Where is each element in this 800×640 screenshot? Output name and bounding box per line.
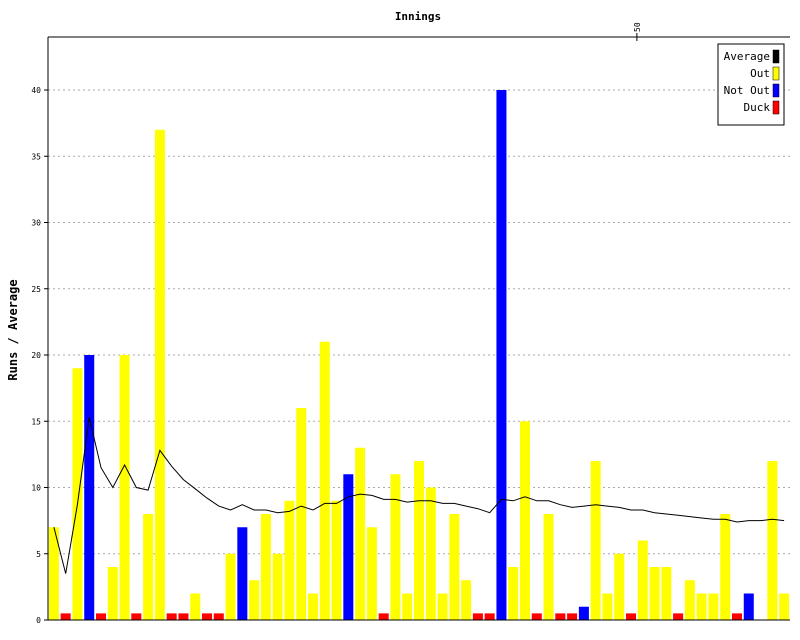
- y-tick-label: 5: [36, 550, 41, 559]
- y-tick-label: 20: [31, 351, 41, 360]
- bar-innings-18: [249, 580, 260, 620]
- x-ticks: 50: [633, 22, 642, 41]
- bar-innings-37: [472, 613, 483, 620]
- bar-innings-20: [272, 553, 283, 620]
- bar-innings-15: [213, 613, 224, 620]
- bar-innings-42: [531, 613, 542, 620]
- x-tick-label: 50: [633, 22, 642, 32]
- bar-innings-30: [390, 474, 401, 620]
- y-tick-label: 0: [36, 616, 41, 625]
- bar-innings-32: [413, 461, 425, 620]
- bar-innings-49: [614, 553, 625, 620]
- bar-innings-53: [661, 567, 672, 620]
- bar-innings-63: [779, 593, 790, 620]
- bar-innings-1: [48, 527, 59, 620]
- legend-label: Out: [750, 67, 770, 80]
- bar-innings-24: [319, 341, 330, 620]
- bar-innings-40: [508, 567, 519, 620]
- bar-innings-46: [578, 606, 589, 620]
- bar-innings-50: [625, 613, 637, 620]
- bar-innings-6: [107, 567, 118, 620]
- bar-innings-34: [437, 593, 448, 620]
- bar-innings-60: [743, 593, 754, 620]
- bar-innings-33: [425, 487, 436, 620]
- bar-innings-45: [567, 613, 578, 620]
- bar-innings-13: [190, 593, 201, 620]
- y-tick-label: 10: [31, 484, 41, 493]
- bar-innings-9: [143, 514, 154, 620]
- bar-innings-12: [178, 613, 189, 620]
- bar-innings-2: [60, 613, 71, 620]
- legend-swatch: [772, 49, 780, 64]
- bar-innings-36: [461, 580, 472, 620]
- bar-innings-19: [260, 514, 271, 620]
- bar-innings-22: [296, 408, 307, 620]
- bar-innings-5: [95, 613, 107, 620]
- bar-innings-62: [767, 461, 778, 620]
- bar-innings-23: [307, 593, 319, 620]
- legend-label: Average: [724, 50, 770, 63]
- y-tick-label: 30: [31, 219, 41, 228]
- bar-innings-54: [673, 613, 684, 620]
- bar-innings-8: [131, 613, 142, 620]
- bar-innings-27: [355, 447, 366, 620]
- axes: 0 5 10 15 20 25 30 35 40: [31, 36, 790, 625]
- bar-innings-29: [378, 613, 389, 620]
- legend-swatch: [772, 100, 780, 115]
- bar-innings-52: [649, 567, 660, 620]
- y-tick-label: 35: [31, 152, 41, 161]
- y-axis-label: Runs / Average: [6, 279, 20, 380]
- chart-title: Innings: [395, 10, 441, 23]
- legend-swatch: [772, 66, 780, 81]
- legend-label: Not Out: [724, 84, 770, 97]
- bar-innings-38: [484, 613, 495, 620]
- y-tick-label: 15: [31, 417, 41, 426]
- bar-innings-35: [449, 514, 460, 620]
- bar-innings-59: [731, 613, 743, 620]
- legend: Average Out Not Out Duck: [717, 43, 785, 126]
- bar-innings-17: [237, 527, 248, 620]
- bar-innings-48: [602, 593, 613, 620]
- bar-innings-26: [343, 474, 354, 620]
- bar-innings-57: [708, 593, 719, 620]
- bar-innings-3: [72, 368, 83, 620]
- bar-innings-31: [402, 593, 413, 620]
- average-line-group: [53, 417, 785, 574]
- legend-label: Duck: [744, 101, 771, 114]
- bar-innings-21: [284, 500, 295, 620]
- bar-innings-51: [637, 540, 648, 620]
- bar-innings-4: [84, 355, 95, 620]
- bar-innings-44: [555, 613, 566, 620]
- bar-innings-39: [496, 90, 507, 620]
- bars: [48, 90, 790, 620]
- bar-innings-47: [590, 461, 601, 620]
- bar-innings-16: [225, 553, 236, 620]
- bar-innings-55: [684, 580, 695, 620]
- bar-innings-43: [543, 514, 554, 620]
- bar-innings-58: [720, 514, 731, 620]
- bar-innings-14: [201, 613, 213, 620]
- bar-innings-11: [166, 613, 177, 620]
- y-tick-label: 25: [31, 285, 41, 294]
- bar-innings-25: [331, 500, 342, 620]
- bar-innings-41: [519, 421, 531, 620]
- bar-innings-10: [154, 129, 165, 620]
- bar-innings-56: [696, 593, 707, 620]
- legend-swatch: [772, 83, 780, 98]
- bar-innings-28: [366, 527, 377, 620]
- average-line: [53, 417, 785, 574]
- y-tick-label: 40: [31, 86, 41, 95]
- bar-innings-7: [119, 355, 130, 620]
